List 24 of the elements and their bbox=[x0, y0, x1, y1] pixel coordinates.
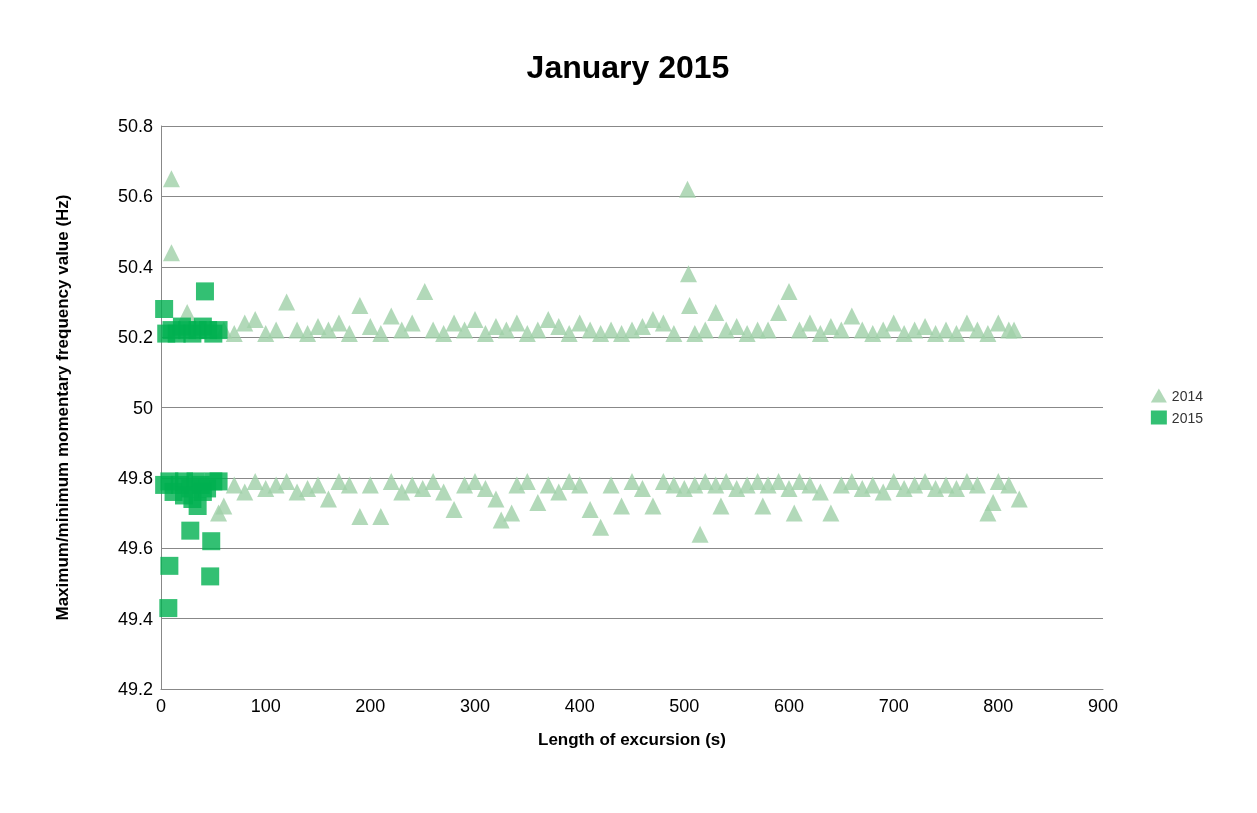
x-tick-label: 300 bbox=[459, 696, 491, 716]
x-tick-label: 400 bbox=[564, 696, 595, 716]
y-tick-label: 50.6 bbox=[117, 186, 153, 207]
chart-title: January 2015 bbox=[526, 49, 730, 85]
x-tick-label: 0 bbox=[155, 696, 167, 716]
legend-label: 2015 bbox=[1171, 409, 1204, 426]
x-tick-label: 900 bbox=[1087, 696, 1119, 716]
y-tick-label: 50.4 bbox=[117, 256, 153, 277]
x-tick-label: 700 bbox=[878, 696, 909, 716]
x-tick-label: 500 bbox=[669, 696, 700, 716]
y-tick-label: 50.2 bbox=[117, 327, 153, 348]
x-axis-title: Length of excursion (s) bbox=[538, 730, 726, 749]
y-axis-title: Maximum/minimum momentary frequency value (Hz) bbox=[53, 194, 72, 621]
y-tick-label: 49.6 bbox=[117, 538, 153, 559]
x-tick-label: 100 bbox=[250, 696, 281, 716]
legend-label: 2014 bbox=[1171, 387, 1204, 404]
x-tick-label: 600 bbox=[773, 696, 805, 716]
y-tick-label: 49.8 bbox=[117, 467, 153, 488]
y-tick-label: 49.4 bbox=[117, 608, 153, 629]
y-tick-label: 49.2 bbox=[117, 679, 153, 699]
y-tick-label: 50 bbox=[132, 397, 153, 418]
y-tick-label: 50.8 bbox=[117, 116, 153, 136]
x-tick-label: 800 bbox=[983, 696, 1014, 716]
x-tick-label: 200 bbox=[355, 696, 386, 716]
